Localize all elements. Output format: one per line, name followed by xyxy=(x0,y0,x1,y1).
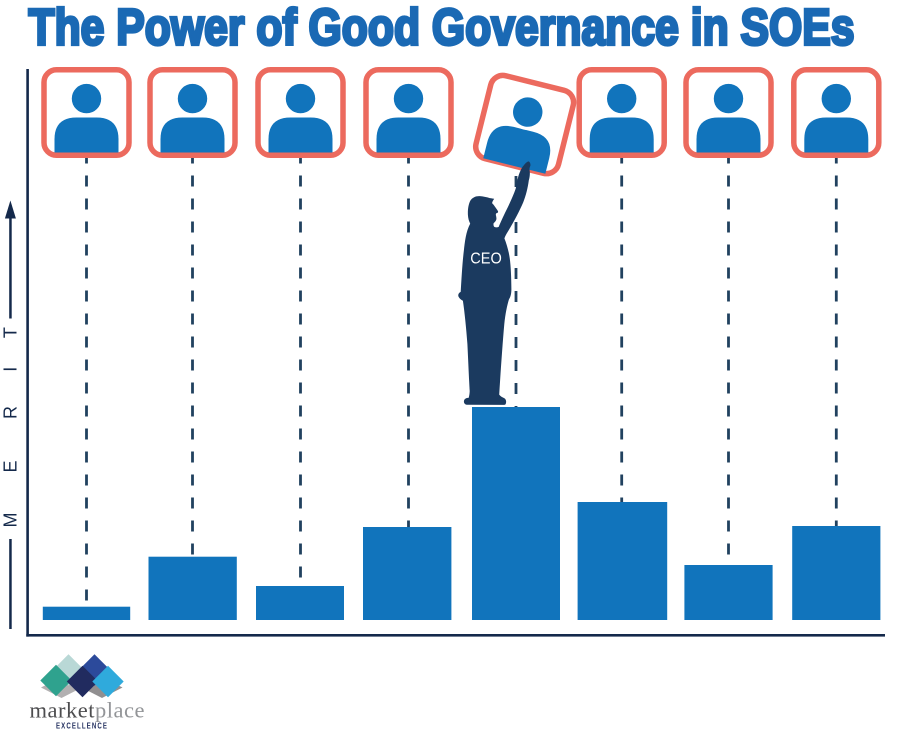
svg-text:The Power of Good Governance i: The Power of Good Governance in SOEs xyxy=(29,0,855,56)
svg-text:EXCELLENCE: EXCELLENCE xyxy=(56,722,108,731)
svg-text:T: T xyxy=(0,327,20,338)
svg-text:I: I xyxy=(0,367,20,372)
svg-text:CEO: CEO xyxy=(470,251,502,268)
svg-text:marketplace: marketplace xyxy=(30,698,145,723)
svg-text:E: E xyxy=(0,460,20,472)
svg-text:M: M xyxy=(0,513,20,528)
svg-text:R: R xyxy=(0,406,20,419)
